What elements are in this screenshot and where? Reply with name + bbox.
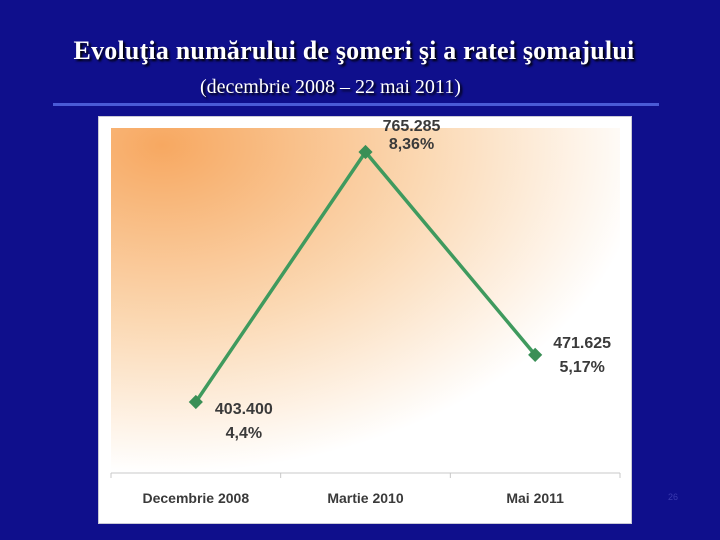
x-tick-label: Decembrie 2008	[143, 490, 250, 506]
x-tick-label: Mai 2011	[506, 490, 564, 506]
x-tick-label: Martie 2010	[327, 490, 403, 506]
rate-label: 5,17%	[559, 359, 604, 376]
plot-background	[111, 128, 620, 473]
title-divider	[53, 103, 659, 106]
data-point	[358, 144, 373, 160]
data-point	[528, 347, 543, 362]
page-number: 26	[668, 492, 679, 502]
value-label: 403.400	[215, 401, 273, 418]
value-label: 765.285	[383, 118, 441, 135]
data-point	[188, 394, 203, 410]
slide-subtitle: (decembrie 2008 – 22 mai 2011)	[200, 76, 461, 98]
rate-label: 8,36%	[389, 136, 434, 153]
rate-label: 4,4%	[226, 425, 262, 442]
value-label: 471.625	[553, 335, 611, 352]
slide-title: Evoluţia numărului de şomeri şi a ratei …	[73, 36, 635, 65]
